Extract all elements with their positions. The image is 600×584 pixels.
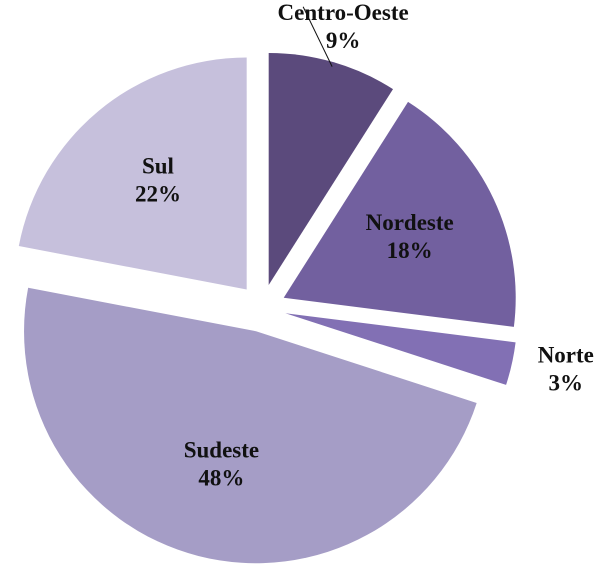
slice-value-label: 22% bbox=[135, 182, 181, 207]
slice-label: Sul bbox=[142, 154, 174, 179]
leader-line bbox=[302, 6, 333, 67]
slice-label: Norte bbox=[538, 343, 594, 368]
slice-value-label: 48% bbox=[198, 465, 244, 490]
pie-slice bbox=[24, 287, 477, 564]
slice-value-label: 18% bbox=[387, 238, 433, 263]
slice-label: Sudeste bbox=[184, 437, 259, 462]
slice-value-label: 9% bbox=[326, 28, 361, 53]
slice-value-label: 3% bbox=[549, 371, 584, 396]
pie-slice bbox=[18, 57, 247, 290]
pie-slice bbox=[268, 52, 394, 285]
slice-label: Centro-Oeste bbox=[278, 0, 409, 25]
pie-slice bbox=[283, 101, 516, 327]
pie-slice bbox=[285, 313, 516, 385]
slice-label: Nordeste bbox=[366, 210, 454, 235]
